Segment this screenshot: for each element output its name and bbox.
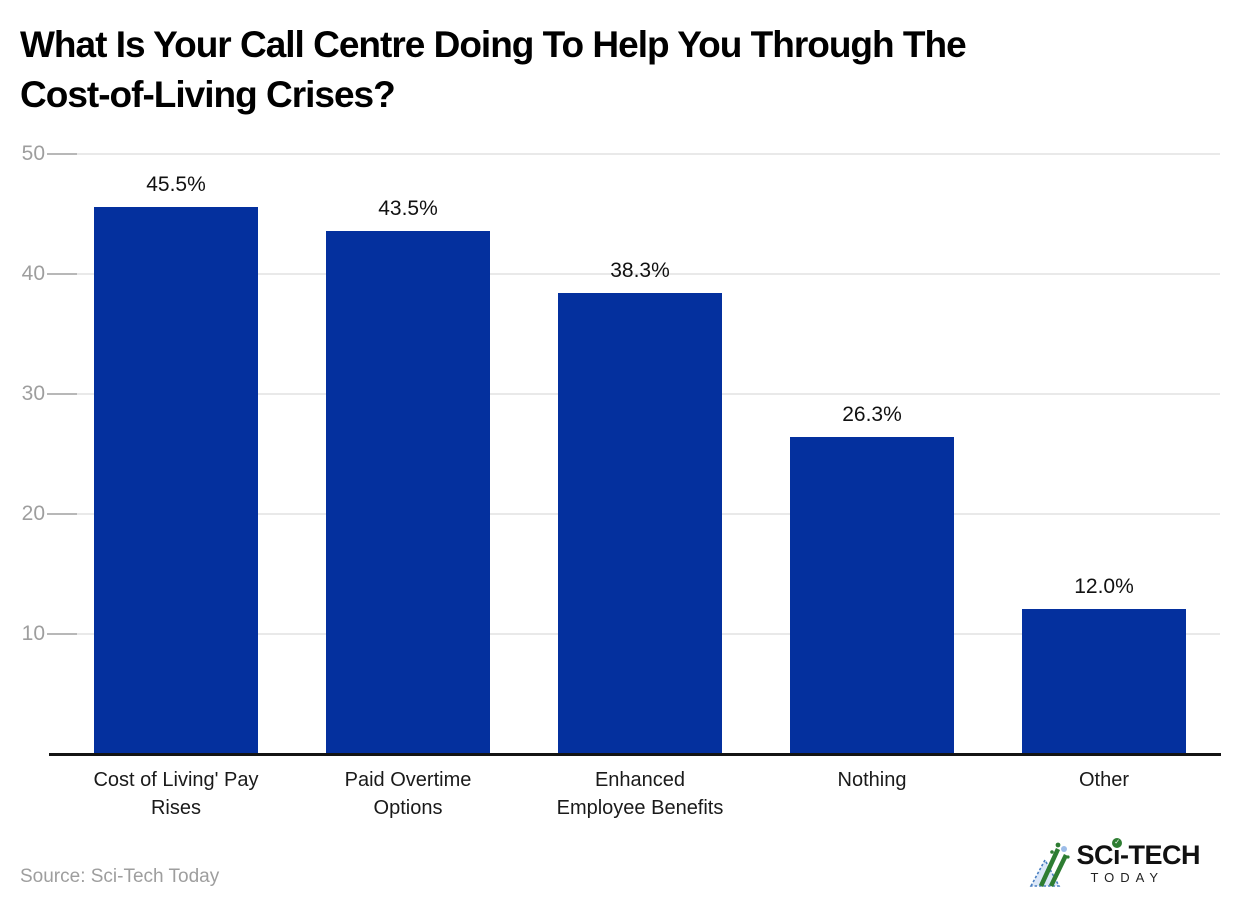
x-axis-category-label: Nothing	[837, 769, 907, 791]
bar	[790, 437, 954, 753]
bar-value-label: 12.0%	[1074, 575, 1134, 598]
bar-value-label: 43.5%	[378, 197, 438, 220]
logo-today-text: TODAY	[1090, 870, 1165, 885]
bar-chart: 45.5% 43.5% 38.3% 26.3% 12.0% 10 20 30 40 50 Cost…	[0, 143, 1240, 844]
y-axis-tick	[47, 273, 77, 275]
x-axis-category-label: Other	[1078, 769, 1130, 791]
y-axis-tick	[47, 153, 77, 155]
y-axis-tick-label: 20	[21, 502, 45, 525]
bar-value-label: 45.5%	[146, 173, 206, 196]
y-axis-tick-label: 10	[21, 622, 45, 645]
mountain-triangle-icon	[1030, 842, 1071, 887]
bar	[558, 293, 722, 753]
gridline	[60, 273, 1220, 275]
x-axis-category-label: Enhanced Employee Benefits	[556, 769, 724, 819]
sci-tech-today-logo: SCi ✓ -TECH TODAY	[1028, 838, 1201, 890]
logo-i-letter: i	[1112, 840, 1121, 870]
logo-part-tech: -TECH	[1120, 840, 1201, 870]
x-axis-category-label: Cost of Living' Pay Rises	[93, 769, 259, 819]
gridline	[60, 153, 1220, 155]
bar-value-label: 38.3%	[610, 259, 670, 283]
plot-area: 45.5% 43.5% 38.3% 26.3% 12.0%	[47, 153, 1221, 756]
chart-title: What Is Your Call Centre Doing To Help Y…	[20, 20, 967, 120]
y-axis-tick	[47, 393, 77, 395]
y-axis-tick-label: 40	[21, 262, 45, 285]
y-axis-tick	[47, 633, 77, 635]
chart-title-line-2: Cost-of-Living Crises?	[20, 74, 396, 115]
check-circle-icon: ✓	[1111, 838, 1122, 848]
logo-part-i: i ✓	[1111, 838, 1122, 870]
bar	[1022, 609, 1186, 753]
x-axis-line	[49, 753, 1221, 756]
logo-scitech-text: SCi ✓ -TECH	[1076, 838, 1201, 870]
logo-part-sc: SC	[1076, 840, 1113, 870]
y-axis-tick-label: 50	[21, 142, 45, 165]
y-axis-tick	[47, 513, 77, 515]
logo-wordmark: SCi ✓ -TECH TODAY	[1076, 838, 1201, 886]
bar-value-label: 26.3%	[842, 403, 902, 427]
source-caption: Source: Sci-Tech Today	[20, 866, 220, 887]
bar	[326, 231, 490, 753]
chart-title-line-1: What Is Your Call Centre Doing To Help Y…	[20, 24, 967, 65]
bar	[94, 207, 258, 753]
x-axis-category-label: Paid Overtime Options	[344, 769, 472, 819]
y-axis-tick-label: 30	[21, 382, 45, 405]
